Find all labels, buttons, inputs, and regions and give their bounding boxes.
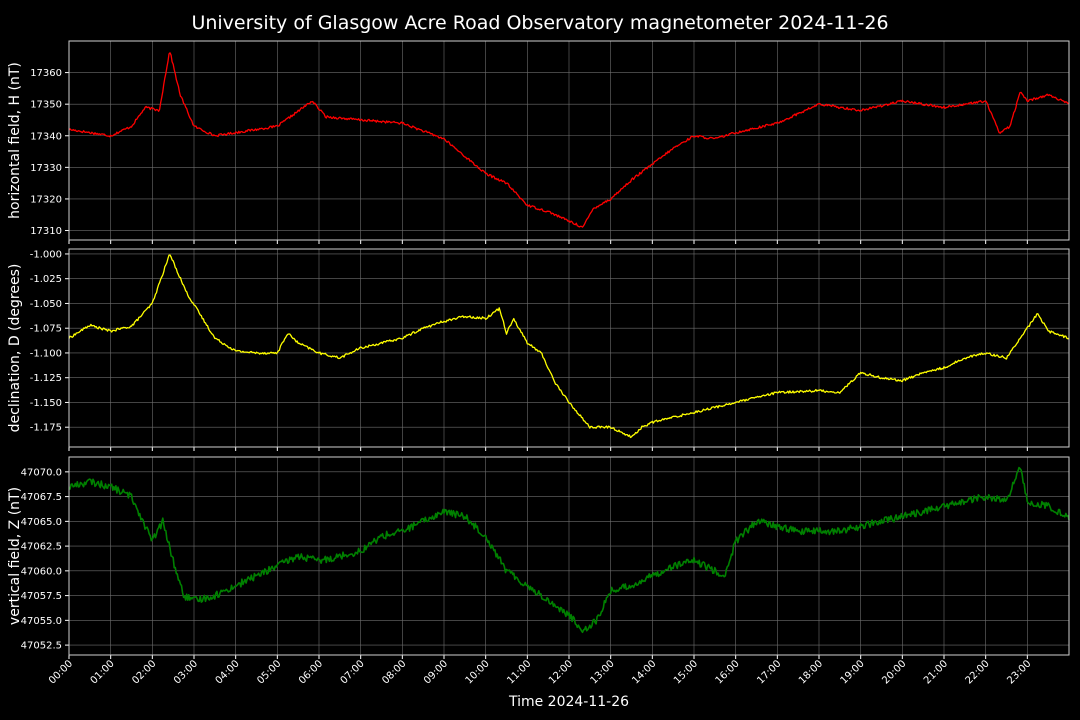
- panel-frame: [68, 456, 1070, 656]
- x-tick-label: 04:00: [214, 658, 242, 686]
- x-tick-label: 00:00: [47, 658, 75, 686]
- x-tick-label: 15:00: [672, 658, 700, 686]
- y-tick-label: -1.075: [30, 324, 62, 335]
- x-tick-label: 13:00: [589, 658, 617, 686]
- y-tick-label: 17330: [30, 163, 62, 174]
- panel-Z: 47052.5 47055.0 47057.5 47060.0 47062.5 47065…: [7, 456, 1070, 659]
- y-tick-label: -1.150: [30, 398, 62, 409]
- y-tick-label: 17320: [30, 194, 62, 205]
- y-tick-label: 47067.5: [21, 492, 62, 503]
- y-tick-label: 17360: [30, 68, 62, 79]
- x-tick-label: 23:00: [1005, 658, 1033, 686]
- x-tick-label: 09:00: [422, 658, 450, 686]
- x-tick-label: 22:00: [964, 658, 992, 686]
- x-tick-label: 01:00: [89, 658, 117, 686]
- x-tick-label: 16:00: [714, 658, 742, 686]
- y-tick-label: 17350: [30, 100, 62, 111]
- x-tick-label: 12:00: [547, 658, 575, 686]
- x-tick-label: 17:00: [755, 658, 783, 686]
- y-tick-label: -1.100: [30, 348, 62, 359]
- y-axis-label-D: declination, D (degrees): [7, 264, 23, 433]
- x-tick-label: 18:00: [797, 658, 825, 686]
- y-tick-label: -1.025: [30, 274, 62, 285]
- x-tick-label: 19:00: [839, 658, 867, 686]
- y-axis-label-H: horizontal field, H (nT): [7, 62, 23, 219]
- x-tick-label: 08:00: [380, 658, 408, 686]
- y-tick-label: -1.000: [30, 249, 62, 260]
- panel-D: -1.000 -1.025 -1.050 -1.075 -1.100 -1.125 -1.1…: [7, 248, 1070, 451]
- series-line-H: [68, 52, 1070, 228]
- series-line-Z: [68, 466, 1070, 634]
- x-tick-label: 11:00: [505, 658, 533, 686]
- x-tick-label: 21:00: [922, 658, 950, 686]
- series-line-D: [68, 254, 1070, 439]
- x-tick-label: 05:00: [255, 658, 283, 686]
- y-tick-label: 47052.5: [21, 641, 62, 652]
- x-tick-label: 14:00: [630, 658, 658, 686]
- x-tick-label: 02:00: [130, 658, 158, 686]
- x-tick-label: 07:00: [339, 658, 367, 686]
- x-tick-label: 20:00: [880, 658, 908, 686]
- y-tick-label: 47070.0: [21, 467, 62, 478]
- x-tick-label: 06:00: [297, 658, 325, 686]
- y-tick-label: 47057.5: [21, 591, 62, 602]
- y-tick-label: 17340: [30, 131, 62, 142]
- y-tick-label: -1.125: [30, 373, 62, 384]
- chart-title: University of Glasgow Acre Road Observat…: [191, 12, 888, 34]
- y-tick-label: 47065.0: [21, 517, 62, 528]
- panel-frame: [68, 248, 1070, 448]
- panel-H: 17310 17320 17330 17340 17350 17360 horizontal…: [7, 40, 1070, 244]
- x-tick-label: 03:00: [172, 658, 200, 686]
- y-tick-label: 47060.0: [21, 566, 62, 577]
- x-axis-label: Time 2024-11-26: [508, 694, 629, 710]
- panel-frame: [68, 40, 1070, 241]
- y-tick-label: 47055.0: [21, 616, 62, 627]
- y-tick-label: 17310: [30, 226, 62, 237]
- y-axis-label-Z: vertical field, Z (nT): [7, 487, 23, 625]
- y-tick-label: -1.175: [30, 423, 62, 434]
- x-tick-label: 10:00: [464, 658, 492, 686]
- y-tick-label: 47062.5: [21, 542, 62, 553]
- chart-panels: 17310 17320 17330 17340 17350 17360 horizontal…: [7, 40, 1070, 687]
- y-tick-label: -1.050: [30, 299, 62, 310]
